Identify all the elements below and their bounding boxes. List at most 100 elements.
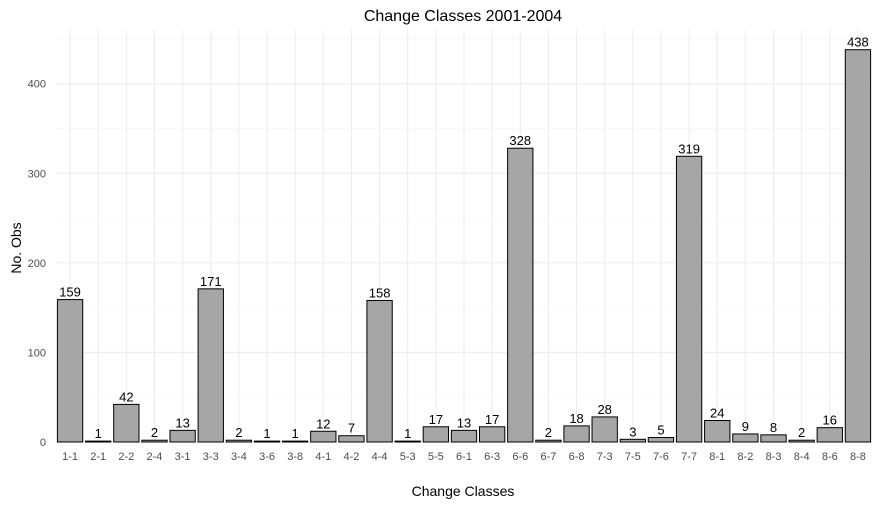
data-label-8-6: 16 [823, 413, 837, 428]
bar-7-7 [675, 155, 703, 443]
bar-7-3 [591, 416, 618, 443]
data-label-3-3: 171 [200, 274, 222, 289]
data-label-7-6: 5 [657, 423, 664, 438]
data-label-7-3: 28 [597, 402, 611, 417]
y-tick-label: 200 [28, 258, 46, 270]
data-label-8-2: 9 [742, 419, 749, 434]
data-label-6-7: 2 [545, 425, 552, 440]
bar-5-5 [422, 426, 450, 443]
x-tick-label: 3-4 [231, 451, 247, 463]
data-label-2-4: 2 [151, 425, 158, 440]
x-tick-label: 5-5 [428, 451, 444, 463]
x-tick-label: 2-1 [90, 451, 106, 463]
x-axis-ticks: 1-1 2-1 2-2 2-4 3-1 3-3 3-4 3-6 3-8 4-1 4-2 4-4 5-3 5… [62, 451, 866, 463]
x-axis-title: Change Classes [412, 483, 515, 499]
bar-2-2 [113, 403, 140, 443]
data-label-2-2: 42 [119, 389, 133, 404]
x-tick-label: 8-4 [794, 451, 810, 463]
x-tick-label: 8-1 [709, 451, 725, 463]
data-label-6-8: 18 [569, 411, 583, 426]
x-tick-label: 3-6 [259, 451, 275, 463]
x-tick-label: 6-6 [512, 451, 528, 463]
data-label-5-5: 17 [429, 412, 443, 427]
data-label-7-7: 319 [678, 141, 700, 156]
data-label-6-3: 17 [485, 412, 499, 427]
data-label-5-3: 1 [404, 426, 411, 441]
bar-4-2 [338, 435, 365, 443]
x-tick-label: 6-1 [456, 451, 472, 463]
data-label-4-1: 12 [316, 416, 330, 431]
x-tick-label: 2-2 [118, 451, 134, 463]
bar-6-8 [563, 425, 590, 443]
data-label-8-4: 2 [798, 425, 805, 440]
data-label-8-3: 8 [770, 420, 777, 435]
x-tick-label: 3-3 [203, 451, 219, 463]
data-label-6-6: 328 [509, 133, 531, 148]
x-tick-label: 7-6 [653, 451, 669, 463]
x-tick-label: 2-4 [147, 451, 163, 463]
data-label-6-1: 13 [457, 415, 471, 430]
x-tick-label: 4-1 [315, 451, 331, 463]
bar-3-4 [225, 439, 253, 443]
x-tick-label: 6-7 [540, 451, 556, 463]
bar-6-3 [478, 426, 506, 443]
x-tick-label: 8-6 [822, 451, 838, 463]
bar-8-2 [732, 433, 759, 443]
bar-6-1 [450, 429, 478, 443]
bar-8-8 [844, 49, 872, 443]
bar-3-1 [169, 429, 196, 443]
x-tick-label: 6-3 [484, 451, 500, 463]
bar-3-6 [253, 440, 281, 443]
x-tick-label: 8-2 [737, 451, 753, 463]
data-label-8-1: 24 [710, 406, 724, 421]
y-tick-label: 300 [28, 168, 46, 180]
bar-3-8 [282, 440, 309, 443]
data-label-4-4: 158 [369, 285, 391, 300]
x-tick-label: 5-3 [400, 451, 416, 463]
x-tick-label: 6-8 [569, 451, 585, 463]
y-tick-label: 400 [28, 79, 46, 91]
bar-8-4 [788, 439, 815, 443]
data-label-1-1: 159 [59, 285, 81, 300]
bar-6-7 [535, 439, 562, 443]
chart-title: Change Classes 2001-2004 [364, 8, 562, 25]
x-tick-label: 7-3 [597, 451, 613, 463]
data-label-2-1: 1 [95, 426, 102, 441]
y-tick-label: 100 [28, 347, 46, 359]
bar-2-4 [141, 439, 168, 443]
x-tick-label: 8-3 [766, 451, 782, 463]
x-tick-label: 4-4 [372, 451, 388, 463]
bar-5-3 [394, 440, 421, 443]
data-label-3-8: 1 [292, 426, 299, 441]
bar-2-1 [85, 440, 112, 443]
x-tick-label: 7-7 [681, 451, 697, 463]
bar-1-1 [56, 299, 84, 443]
bars [56, 49, 872, 443]
data-label-7-5: 3 [629, 424, 636, 439]
bar-7-5 [619, 438, 646, 443]
bar-8-3 [760, 434, 787, 443]
x-tick-label: 3-1 [175, 451, 191, 463]
bar-4-4 [366, 299, 393, 443]
y-tick-label: 0 [40, 437, 46, 449]
bar-8-6 [816, 427, 843, 443]
data-label-3-4: 2 [235, 425, 242, 440]
x-tick-label: 4-2 [343, 451, 359, 463]
bar-3-3 [197, 288, 224, 443]
y-axis-title: No. Obs [8, 222, 24, 273]
bar-6-6 [507, 147, 534, 443]
x-tick-label: 1-1 [62, 451, 78, 463]
x-tick-label: 3-8 [287, 451, 303, 463]
data-label-8-8: 438 [847, 35, 869, 50]
data-label-3-6: 1 [263, 426, 270, 441]
grid [56, 30, 872, 443]
bar-7-6 [647, 437, 675, 443]
x-tick-label: 8-8 [850, 451, 866, 463]
bar-8-1 [704, 420, 731, 443]
y-axis-ticks: 0 100 200 300 400 [28, 79, 46, 449]
data-label-4-2: 7 [348, 421, 355, 436]
data-label-3-1: 13 [175, 415, 189, 430]
